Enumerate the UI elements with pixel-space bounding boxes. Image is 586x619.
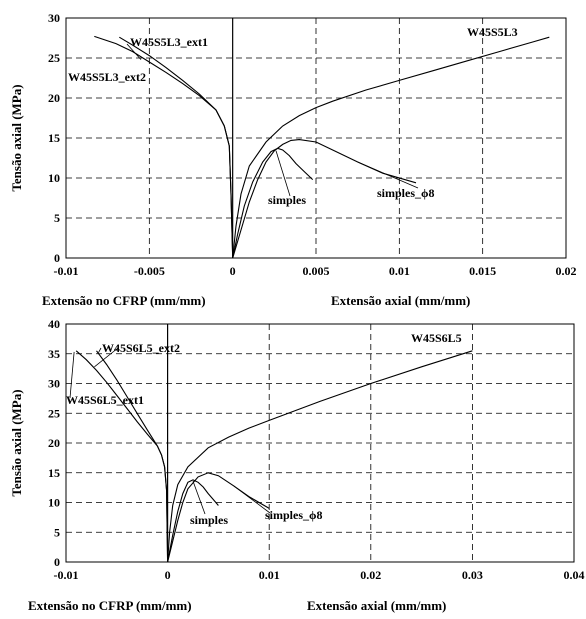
series-group bbox=[75, 350, 473, 563]
y-tick-label: 35 bbox=[48, 347, 60, 361]
annotation-W45S5L3-ext1: W45S5L3_ext1 bbox=[130, 35, 208, 49]
y-axis-label: Tensão axial (MPa) bbox=[9, 389, 24, 496]
x-tick-label: 0.005 bbox=[303, 264, 330, 278]
annotation-leader bbox=[357, 161, 419, 189]
y-tick-label: 0 bbox=[54, 555, 60, 569]
annotation-leader bbox=[275, 150, 291, 197]
x-tick-label: 0.02 bbox=[360, 568, 381, 582]
x-tick-label: 0 bbox=[230, 264, 236, 278]
grid bbox=[66, 18, 566, 258]
y-tick-labels: 0 5 10 15 20 25 30 35 40 bbox=[48, 317, 60, 569]
x-axis-label-right: Extensão axial (mm/mm) bbox=[307, 598, 446, 613]
annotation-simples: simples bbox=[268, 193, 306, 207]
x-tick-label: 0.03 bbox=[462, 568, 483, 582]
series-line-w45s6l5 bbox=[167, 350, 473, 563]
annotation-leader bbox=[98, 347, 102, 353]
x-tick-labels: -0.01 -0.005 0 0.005 0.01 0.015 0.02 bbox=[54, 264, 577, 278]
plot-frame bbox=[65, 17, 567, 259]
annotation-W45S6L5: W45S6L5 bbox=[411, 331, 462, 345]
chart-top: 0 5 10 15 20 25 30 -0.01 -0.005 0 0.005 0.01 0.015 0… bbox=[9, 11, 577, 308]
x-tick-label: -0.01 bbox=[54, 264, 79, 278]
annotation-W45S5L3-ext2: W45S5L3_ext2 bbox=[68, 70, 146, 84]
y-tick-label: 10 bbox=[48, 171, 60, 185]
annotation-leader bbox=[126, 43, 142, 60]
x-tick-label: 0.01 bbox=[259, 568, 280, 582]
y-tick-label: 30 bbox=[48, 11, 60, 25]
annotation-leader bbox=[94, 347, 119, 368]
series-line-simples-8 bbox=[232, 139, 417, 259]
series-line-simples bbox=[167, 479, 219, 563]
y-tick-label: 10 bbox=[48, 496, 60, 510]
y-tick-label: 15 bbox=[48, 131, 60, 145]
x-tick-label: -0.01 bbox=[54, 568, 79, 582]
y-tick-label: 20 bbox=[48, 91, 60, 105]
annotation-W45S5L3: W45S5L3 bbox=[467, 25, 518, 39]
series-line-simples bbox=[232, 147, 314, 259]
x-tick-label: 0.04 bbox=[564, 568, 585, 582]
y-tick-label: 25 bbox=[48, 406, 60, 420]
y-tick-label: 25 bbox=[48, 51, 60, 65]
series-group bbox=[94, 35, 550, 259]
annotation-leaders bbox=[69, 347, 271, 515]
y-tick-label: 40 bbox=[48, 317, 60, 331]
y-tick-label: 5 bbox=[54, 525, 60, 539]
series-line-w45s6l5-ext1 bbox=[75, 350, 169, 563]
annotation-leader bbox=[233, 485, 271, 514]
series-line-w45s5l3 bbox=[232, 36, 550, 259]
annotation-simples-phi8: simples_ϕ8 bbox=[377, 186, 435, 200]
x-tick-label: 0 bbox=[165, 568, 171, 582]
x-axis-label-left: Extensão no CFRP (mm/mm) bbox=[28, 598, 192, 613]
grid bbox=[66, 324, 574, 562]
x-tick-label: -0.005 bbox=[134, 264, 165, 278]
annotation-simples: simples bbox=[190, 513, 228, 527]
y-tick-label: 30 bbox=[48, 377, 60, 391]
x-axis-label-left: Extensão no CFRP (mm/mm) bbox=[42, 293, 206, 308]
y-tick-label: 5 bbox=[54, 211, 60, 225]
y-tick-label: 15 bbox=[48, 466, 60, 480]
annotation-W45S6L5-ext1: W45S6L5_ext1 bbox=[66, 393, 144, 407]
y-tick-label: 20 bbox=[48, 436, 60, 450]
annotation-W45S6L5-ext2: W45S6L5_ext2 bbox=[102, 341, 180, 355]
annotation-leaders bbox=[126, 43, 419, 197]
x-tick-label: 0.015 bbox=[469, 264, 496, 278]
x-tick-label: 0.02 bbox=[556, 264, 577, 278]
annotation-simples-phi8: simples_ϕ8 bbox=[265, 508, 323, 522]
y-tick-label: 0 bbox=[54, 251, 60, 265]
y-tick-labels: 0 5 10 15 20 25 30 bbox=[48, 11, 60, 265]
series-line-w45s5l3-ext2 bbox=[94, 35, 234, 259]
annotation-leader bbox=[69, 351, 75, 399]
y-axis-label: Tensão axial (MPa) bbox=[9, 84, 24, 191]
x-axis-label-right: Extensão axial (mm/mm) bbox=[331, 293, 470, 308]
x-tick-label: 0.01 bbox=[389, 264, 410, 278]
annotation-leader bbox=[192, 480, 206, 515]
plot-frame bbox=[65, 323, 575, 563]
x-tick-labels: -0.01 0 0.01 0.02 0.03 0.04 bbox=[54, 568, 585, 582]
